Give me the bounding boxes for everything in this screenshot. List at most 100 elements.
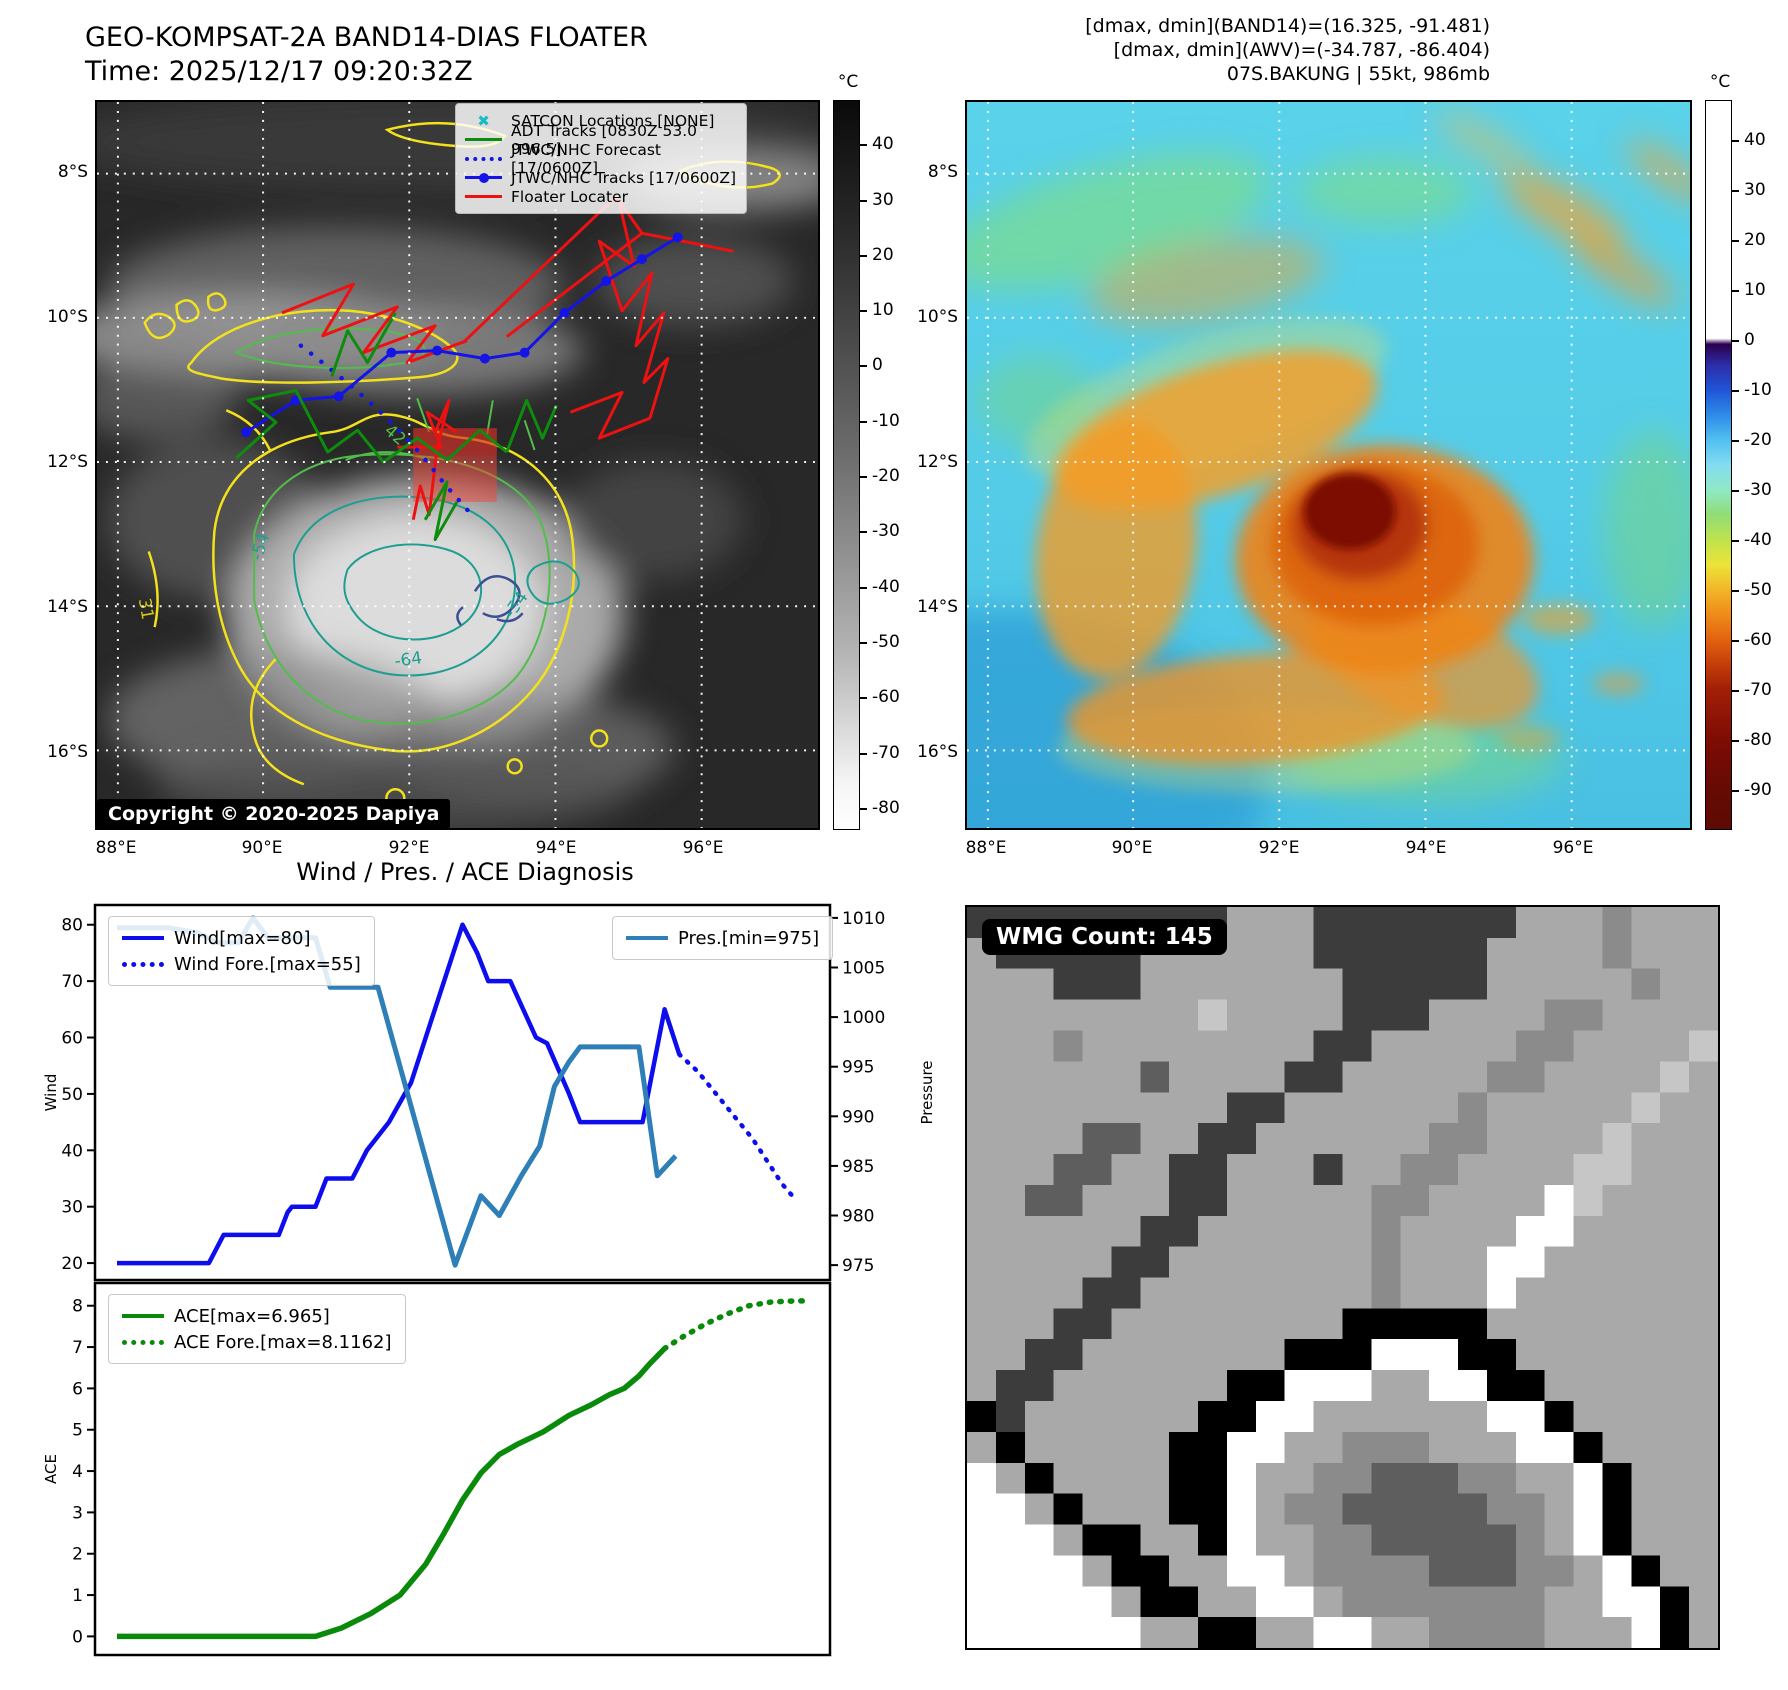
colorbar-tick — [860, 254, 867, 257]
axis-tick-label: 14°S — [47, 597, 88, 617]
series-ACE Fore.[max=8.1162] — [661, 1298, 808, 1352]
legend-item-satcon: ✖ SATCON Locations [NONE] — [465, 111, 737, 130]
svg-text:1010: 1010 — [842, 909, 885, 929]
wmg-count-badge: WMG Count: 145 — [982, 919, 1227, 955]
ace-legend: ACE[max=6.965] ACE Fore.[max=8.1162] — [108, 1294, 406, 1364]
axis-tick-label: 12°S — [47, 452, 88, 472]
awv-lon-labels: 88°E 90°E 92°E 94°E 96°E — [965, 838, 1692, 860]
colorbar-tick-label: 0 — [872, 355, 883, 376]
map-legend: ✖ SATCON Locations [NONE] ADT Tracks [08… — [455, 103, 747, 214]
colorbar-tick-label: -70 — [1744, 680, 1772, 700]
legend-item-ace: ACE[max=6.965] — [122, 1303, 392, 1329]
axis-tick-label: 10°S — [917, 307, 958, 327]
svg-text:1000: 1000 — [842, 1008, 885, 1028]
band14-colorbar-unit: °C — [837, 72, 859, 92]
legend-label: Floater Locater — [511, 187, 628, 206]
legend-item-adt: ADT Tracks [0830Z 53.0 996.5] — [465, 122, 737, 158]
legend-item-wind-forecast: Wind Fore.[max=55] — [122, 951, 361, 977]
legend-label: JTWC/NHC Forecast [17/0600Z] — [511, 140, 661, 177]
legend-label: SATCON Locations [NONE] — [511, 111, 715, 130]
legend-item-wind: Wind[max=80] — [122, 925, 361, 951]
legend-item-ace-forecast: ACE Fore.[max=8.1162] — [122, 1329, 392, 1355]
svg-text:50: 50 — [61, 1085, 83, 1105]
colorbar-tick — [860, 531, 867, 534]
svg-text:1: 1 — [72, 1586, 83, 1606]
jtwc-nhc-forecast-track — [298, 343, 472, 514]
copyright-badge: Copyright © 2020-2025 Dapiya — [97, 799, 451, 829]
pressure-legend: Pres.[min=975] — [612, 916, 834, 960]
axis-tick-label: 8°S — [927, 162, 958, 182]
svg-text:20: 20 — [61, 1254, 83, 1274]
svg-text:975: 975 — [842, 1256, 874, 1276]
adt-track — [235, 312, 558, 542]
colorbar-tick-label: 10 — [872, 300, 894, 321]
awv-lat-labels: 8°S 10°S 12°S 14°S 16°S — [888, 100, 958, 830]
forecast-dotted-icon — [465, 152, 502, 166]
satcon-x-icon: ✖ — [477, 111, 490, 130]
legend-item-forecast: JTWC/NHC Forecast [17/0600Z] — [465, 141, 737, 177]
colorbar-tick-label: 30 — [872, 189, 894, 210]
contour-label: -64 — [393, 647, 423, 671]
axis-tick-label: 96°E — [1552, 838, 1594, 858]
colorbar-tick — [1732, 440, 1739, 442]
dmax-dmin-band14: [dmax, dmin](BAND14)=(16.325, -91.481) — [1085, 15, 1490, 37]
storm-cold-core — [1304, 473, 1396, 550]
wind-forecast-dotted-icon — [122, 957, 164, 971]
awv-satellite-panel — [965, 100, 1692, 830]
colorbar-tick — [860, 144, 867, 147]
colorbar-tick — [860, 697, 867, 700]
axis-tick-label: 88°E — [965, 838, 1007, 858]
awv-map-art — [967, 102, 1690, 828]
ir-contours-navy — [456, 575, 524, 626]
legend-label: JTWC/NHC Tracks [17/0600Z] — [511, 168, 737, 187]
colorbar-tick-label: -90 — [1744, 780, 1772, 800]
page-title: GEO-KOMPSAT-2A BAND14-DIAS FLOATER — [85, 22, 648, 53]
colorbar-tick-label: -80 — [872, 797, 900, 818]
svg-text:70: 70 — [61, 972, 83, 992]
wmg-pixel-art — [967, 907, 1718, 1648]
colorbar-tick — [1732, 290, 1739, 292]
awv-colorbar-ticks: 40 30 20 10 0 -10 -20 -30 -40 -50 -60 -70 -80 -90 — [1732, 100, 1788, 830]
contour-label: 31 — [135, 596, 158, 621]
svg-text:5: 5 — [72, 1421, 83, 1441]
timestamp: Time: 2025/12/17 09:20:32Z — [85, 56, 473, 87]
colorbar-tick — [1732, 790, 1739, 792]
ace-forecast-dotted-icon — [122, 1335, 164, 1349]
colorbar-tick-label: 20 — [1744, 230, 1766, 250]
legend-label: ACE Fore.[max=8.1162] — [174, 1331, 392, 1353]
legend-item-tracks: JTWC/NHC Tracks [17/0600Z] — [465, 168, 737, 187]
wind-legend: Wind[max=80] Wind Fore.[max=55] — [108, 916, 375, 986]
colorbar-tick — [1732, 240, 1739, 242]
series-Wind[max=80] — [117, 922, 682, 1266]
colorbar-tick-label: -50 — [1744, 580, 1772, 600]
colorbar-tick-label: -70 — [872, 742, 900, 763]
svg-text:985: 985 — [842, 1157, 874, 1177]
colorbar-tick — [1732, 140, 1739, 142]
colorbar-tick — [1732, 690, 1739, 692]
svg-text:40: 40 — [61, 1141, 83, 1161]
colorbar-tick-label: -40 — [872, 576, 900, 597]
floater-locater-track — [281, 194, 734, 520]
svg-text:6: 6 — [72, 1379, 83, 1399]
colorbar-tick-label: 10 — [1744, 280, 1766, 300]
svg-text:3: 3 — [72, 1503, 83, 1523]
colorbar-tick-label: 0 — [1744, 330, 1755, 350]
svg-text:ACE: ACE — [42, 1454, 60, 1484]
colorbar-tick — [860, 310, 867, 313]
svg-text:Pressure: Pressure — [918, 1060, 936, 1124]
ir-contours-teal — [292, 495, 580, 677]
svg-text:80: 80 — [61, 916, 83, 936]
storm-id-intensity: 07S.BAKUNG | 55kt, 986mb — [1226, 63, 1490, 85]
ace-line-icon — [122, 1309, 164, 1323]
svg-text:60: 60 — [61, 1029, 83, 1049]
svg-text:980: 980 — [842, 1207, 874, 1227]
svg-text:990: 990 — [842, 1107, 874, 1127]
axis-tick-label: 88°E — [95, 838, 137, 858]
series-ACE[max=6.965] — [117, 1346, 667, 1640]
wmg-panel — [965, 905, 1720, 1650]
svg-text:4: 4 — [72, 1462, 83, 1482]
axis-tick-label: 94°E — [535, 838, 577, 858]
wind-line-icon — [122, 931, 164, 945]
legend-item-pressure: Pres.[min=975] — [626, 925, 819, 951]
